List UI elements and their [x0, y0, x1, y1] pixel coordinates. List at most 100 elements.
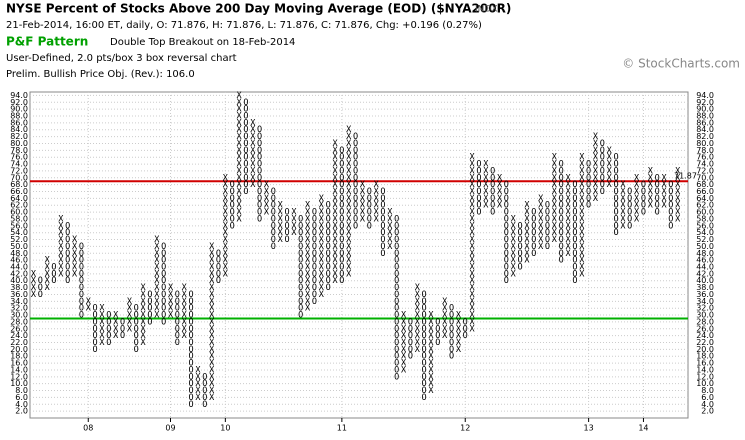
box: X	[579, 228, 585, 238]
box: O	[668, 221, 673, 231]
box: X	[511, 269, 517, 279]
y-tick-label: 52.0	[10, 235, 28, 244]
box: O	[559, 256, 564, 266]
box: O	[161, 256, 166, 266]
box: O	[422, 290, 427, 300]
box: X	[579, 173, 585, 183]
box: O	[572, 208, 577, 218]
box: X	[579, 194, 585, 204]
box: O	[189, 359, 194, 369]
y-tick-label-right: 86.0	[696, 118, 714, 127]
box: O	[243, 173, 248, 183]
box: O	[394, 365, 399, 375]
box: X	[346, 132, 352, 142]
box: O	[161, 311, 166, 321]
box: O	[257, 132, 262, 142]
box: O	[284, 208, 289, 218]
box: O	[655, 194, 660, 204]
y-tick-label: 54.0	[10, 228, 28, 237]
box: X	[579, 153, 585, 163]
y-tick-label: 82.0	[10, 132, 28, 141]
box: O	[422, 352, 427, 362]
box: O	[545, 221, 550, 231]
y-tick-label: 80.0	[10, 139, 28, 148]
box: O	[394, 263, 399, 273]
box: X	[470, 214, 476, 224]
box: X	[168, 283, 174, 293]
box: O	[339, 214, 344, 224]
box: O	[271, 242, 276, 252]
box: X	[209, 276, 215, 286]
box: X	[195, 393, 201, 403]
box: O	[79, 263, 84, 273]
box: X	[278, 228, 284, 238]
box: X	[470, 221, 476, 231]
box: O	[326, 249, 331, 259]
box: X	[141, 297, 147, 307]
box: O	[93, 317, 98, 327]
box: O	[339, 256, 344, 266]
y-tick-label-right: 12.0	[696, 372, 714, 381]
box: X	[428, 345, 434, 355]
box: X	[236, 153, 242, 163]
box: O	[79, 242, 84, 252]
box: O	[175, 304, 180, 314]
box: X	[182, 297, 188, 307]
box: X	[470, 324, 476, 334]
box: X	[332, 201, 338, 211]
box: X	[223, 235, 229, 245]
box: X	[223, 228, 229, 238]
box: X	[579, 249, 585, 259]
box: O	[312, 256, 317, 266]
box: O	[271, 228, 276, 238]
box: O	[531, 242, 536, 252]
credit: © StockCharts.com	[622, 57, 740, 71]
box: X	[483, 160, 489, 170]
box: O	[613, 166, 618, 176]
y-tick-label: 62.0	[10, 201, 28, 210]
y-tick-label: 90.0	[10, 105, 28, 114]
box: O	[175, 317, 180, 327]
box: O	[216, 249, 221, 259]
box: O	[641, 201, 646, 211]
box: O	[449, 317, 454, 327]
box: O	[408, 324, 413, 334]
box: O	[422, 304, 427, 314]
box: O	[435, 338, 440, 348]
box: X	[470, 180, 476, 190]
box: O	[339, 269, 344, 279]
box: X	[154, 283, 160, 293]
box: X	[72, 242, 78, 252]
y-tick-label-right: 62.0	[696, 201, 714, 210]
box: X	[497, 187, 503, 197]
box: O	[134, 345, 139, 355]
box: O	[326, 242, 331, 252]
box: X	[72, 263, 78, 273]
box: X	[552, 208, 558, 218]
box: O	[600, 173, 605, 183]
box: X	[72, 269, 78, 279]
box: O	[504, 187, 509, 197]
box: O	[572, 269, 577, 279]
y-tick-label-right: 6.0	[701, 393, 714, 402]
box: X	[319, 249, 325, 259]
box: X	[346, 139, 352, 149]
box: X	[305, 221, 311, 231]
box: X	[661, 201, 667, 211]
box: X	[209, 331, 215, 341]
box: X	[332, 153, 338, 163]
box: O	[353, 173, 358, 183]
box: X	[58, 214, 64, 224]
box: O	[490, 208, 495, 218]
box: X	[579, 269, 585, 279]
box: O	[271, 235, 276, 245]
box: X	[360, 201, 366, 211]
box: O	[51, 276, 56, 286]
